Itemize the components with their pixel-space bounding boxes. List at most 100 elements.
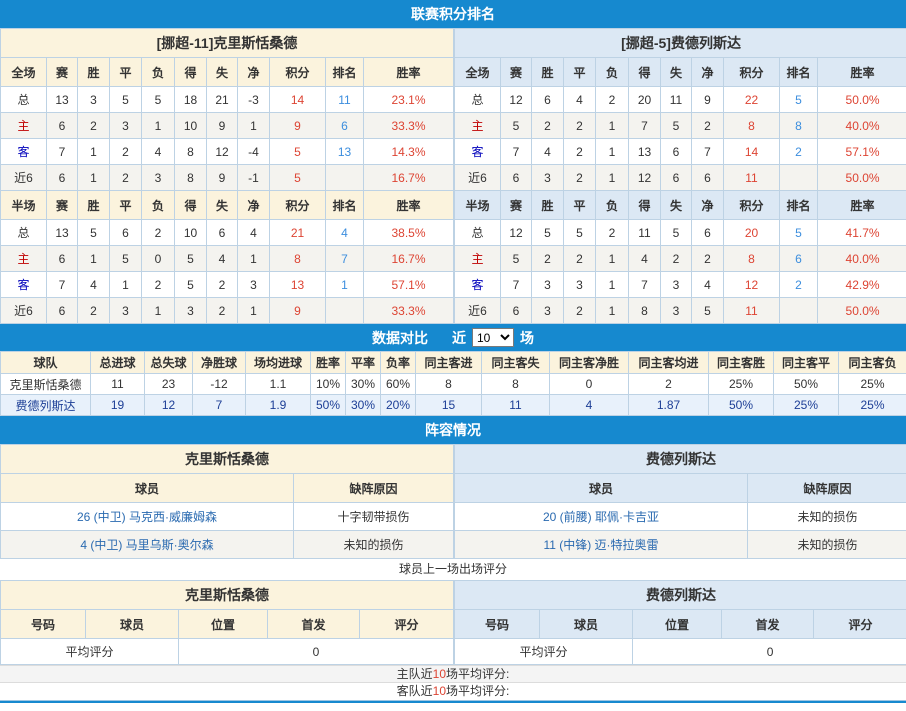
label-cell: 客	[0, 138, 47, 165]
n-cell: 6	[531, 86, 564, 113]
away-fulltime-rows: 总 12 6 4 2 20 11 9 22 5 50.0% 主 5 2 2 1 7 5 2 8 8 40.0% 客 7 4 2 1 1…	[454, 86, 906, 191]
column-header: 排名	[325, 190, 364, 220]
home-average-rating-row: 平均评分 0	[0, 638, 454, 665]
n-cell: 2	[77, 297, 110, 324]
column-header: 赛	[46, 190, 78, 220]
rate-cell: 38.5%	[363, 219, 454, 246]
column-header: 评分	[359, 609, 454, 639]
n-cell: 12	[628, 164, 661, 191]
n-cell: 12	[500, 219, 532, 246]
column-header: 得	[174, 190, 207, 220]
home-rating-title-row: 克里斯恬桑德	[0, 580, 454, 610]
n-cell: 2	[563, 164, 596, 191]
bottom-divider-bar	[0, 700, 906, 703]
reason-cell: 未知的损伤	[747, 502, 906, 531]
rate-cell: 33.3%	[363, 297, 454, 324]
table-row: 客 7 3 3 1 7 3 4 12 2 42.9%	[454, 271, 906, 298]
pts-cell: 11	[723, 164, 780, 191]
column-header: 同主客失	[481, 351, 550, 374]
n-cell: 2	[206, 271, 238, 298]
n-cell: 2	[109, 138, 142, 165]
player-cell[interactable]: 26 (中卫) 马克西·威廉姆森	[0, 502, 294, 531]
n-cell: 4	[628, 245, 661, 272]
pts-cell: 5	[269, 138, 326, 165]
table-row: 近6 6 2 3 1 3 2 1 9 33.3%	[0, 297, 454, 324]
n-cell: 19	[90, 394, 145, 416]
column-header: 排名	[779, 190, 818, 220]
n-cell: 12	[144, 394, 193, 416]
column-header: 得	[628, 57, 661, 87]
n-cell: 6	[46, 297, 78, 324]
column-header: 负	[141, 190, 175, 220]
n-cell: 13	[46, 219, 78, 246]
home-lineup-table: 克里斯恬桑德 球员 缺阵原因 26 (中卫) 马克西·威廉姆森 十字韧带损伤 4 (中…	[0, 444, 454, 559]
n-cell: 8	[174, 138, 207, 165]
rate-cell: 14.3%	[363, 138, 454, 165]
n-cell: 3	[563, 271, 596, 298]
n-cell: 7	[628, 271, 661, 298]
n-cell: 5	[691, 297, 724, 324]
n-cell: 1	[595, 138, 629, 165]
n-cell: 6	[46, 245, 78, 272]
home-rating-header-row: 号码 球员 位置 首发 评分	[0, 609, 454, 639]
pts-cell: 12	[723, 271, 780, 298]
away-fulltime-header-row: 全场赛胜平负得失净积分 排名 胜率	[454, 57, 906, 87]
column-header: 净	[237, 190, 270, 220]
n-cell: 1	[595, 245, 629, 272]
data-comparison-table: 球队 总进球 总失球 净胜球 场均进球 胜率 平率 负率 同主客进 同主客失 同主客净胜 同主客均进同…	[0, 351, 906, 416]
n-cell: 5	[660, 219, 692, 246]
n-cell: 50%	[708, 394, 774, 416]
label-cell: 主	[0, 245, 47, 272]
n-cell: 6	[46, 112, 78, 139]
table-row: 费德列斯达 19 12 7 1.9 50% 30% 20% 15 11 4 1.87 50% 25% 25%	[0, 394, 906, 416]
section-banner-lineup: 阵容情况	[0, 416, 906, 444]
column-header: 胜率	[816, 190, 906, 220]
column-header: 位置	[178, 609, 268, 639]
n-cell: 50%	[773, 373, 839, 395]
team-cell: 费德列斯达	[0, 394, 91, 416]
column-header: 胜	[77, 57, 110, 87]
player-cell[interactable]: 4 (中卫) 马里乌斯·奥尔森	[0, 530, 294, 559]
column-header: 胜	[531, 57, 564, 87]
home-recent10-suffix: 场平均评分:	[446, 667, 510, 681]
column-header: 同主客负	[838, 351, 906, 374]
n-cell: 13	[628, 138, 661, 165]
n-cell: 3	[531, 297, 564, 324]
n-cell: 12	[500, 86, 532, 113]
column-header: 负	[595, 190, 629, 220]
rank-cell	[325, 297, 364, 324]
column-header: 胜	[77, 190, 110, 220]
label-cell: 总	[0, 86, 47, 113]
n-cell: 9	[206, 112, 238, 139]
n-cell: 2	[109, 164, 142, 191]
rate-cell: 40.0%	[816, 245, 906, 272]
n-cell: 25%	[838, 394, 906, 416]
n-cell: 11	[660, 86, 692, 113]
n-cell: 2	[595, 219, 629, 246]
n-cell: 2	[660, 245, 692, 272]
n-cell: 0	[141, 245, 175, 272]
rank-cell: 2	[779, 271, 818, 298]
n-cell: 1	[595, 271, 629, 298]
player-cell[interactable]: 20 (前腰) 耶佩·卡吉亚	[454, 502, 748, 531]
column-header: 半场	[0, 190, 47, 220]
table-row: 主 5 2 2 1 7 5 2 8 8 40.0%	[454, 112, 906, 139]
column-header: 平	[109, 57, 142, 87]
n-cell: 10%	[310, 373, 346, 395]
n-cell: 4	[549, 394, 629, 416]
n-cell: 2	[531, 245, 564, 272]
n-cell: 60%	[380, 373, 416, 395]
n-cell: 6	[500, 297, 532, 324]
table-row: 近6 6 1 2 3 8 9 -1 5 16.7%	[0, 164, 454, 191]
recent-games-select[interactable]: 10	[472, 328, 514, 347]
pts-cell: 8	[723, 112, 780, 139]
rate-cell: 50.0%	[816, 297, 906, 324]
home-recent10-prefix: 主队近	[396, 667, 433, 681]
player-cell[interactable]: 11 (中锋) 迈·特拉奥雷	[454, 530, 748, 559]
column-header: 总进球	[90, 351, 145, 374]
n-cell: 3	[77, 86, 110, 113]
column-header: 胜率	[816, 57, 906, 87]
column-header: 得	[174, 57, 207, 87]
rank-cell: 13	[325, 138, 364, 165]
n-cell: 20%	[380, 394, 416, 416]
